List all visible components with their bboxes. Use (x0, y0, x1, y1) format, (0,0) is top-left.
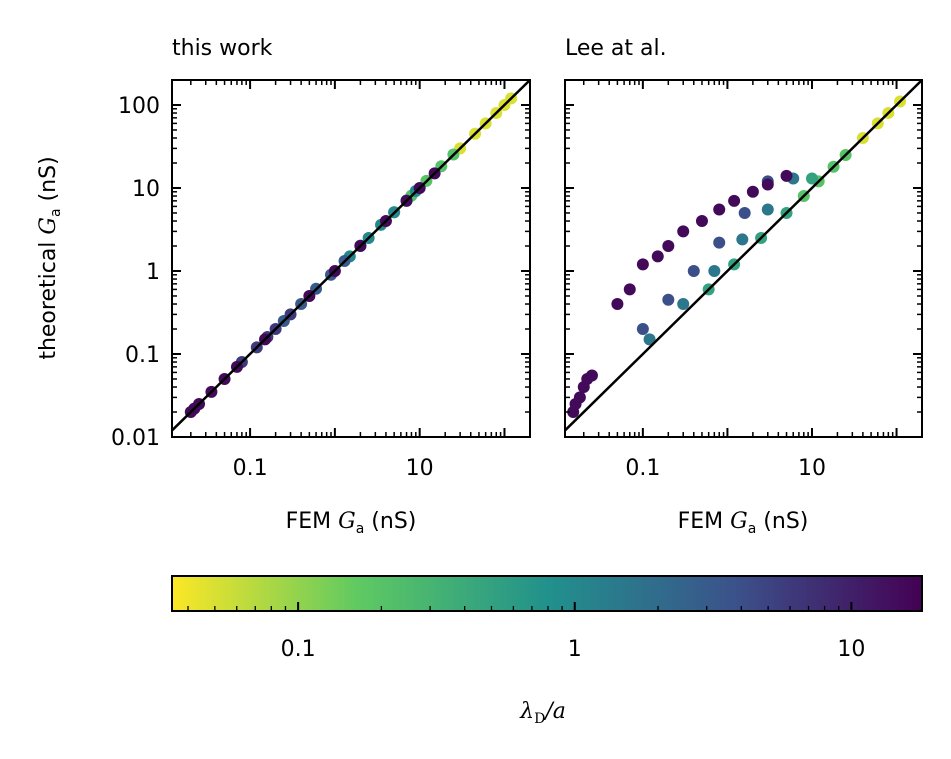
data-point (687, 264, 700, 277)
data-point (736, 233, 749, 246)
data-point (585, 369, 598, 382)
data-point (677, 225, 690, 238)
panel-lee-et-al: Lee at al. 0.1 10 FEM Ga (nS) (564, 36, 923, 537)
data-point (623, 283, 636, 296)
x-tick-label: 0.1 (233, 456, 268, 481)
ticks (565, 79, 923, 438)
reference-line (172, 80, 530, 432)
colorbar-tick-label: 10 (837, 637, 865, 662)
data-point (573, 391, 586, 404)
data-point (662, 240, 675, 253)
data-point (636, 323, 649, 336)
y-tick-label: 1 (146, 260, 160, 285)
data-point (738, 206, 751, 219)
colorbar-tick-label: 1 (568, 637, 582, 662)
data-point (611, 298, 624, 311)
data-point (677, 298, 690, 311)
colorbar-ticks: 0.1 1 10 (187, 602, 865, 662)
data-point (713, 236, 726, 249)
x-axis-label: FEM Ga (nS) (286, 509, 417, 537)
data-point (662, 293, 675, 306)
data-point (708, 264, 721, 277)
data-point (713, 203, 726, 216)
x-tick-label: 10 (798, 456, 826, 481)
data-point (805, 172, 818, 185)
colorbar-label: λD/a (519, 699, 566, 727)
data-point (761, 178, 774, 191)
colorbar-frame (171, 575, 923, 612)
axes-frame (564, 79, 923, 438)
y-tick-label: 0.01 (111, 426, 160, 451)
x-tick-label: 10 (406, 456, 434, 481)
data-point (746, 185, 759, 198)
tick-labels: 0.1 10 (625, 456, 826, 481)
x-tick-label: 0.1 (625, 456, 660, 481)
data-layer (567, 95, 907, 419)
data-point (651, 250, 664, 263)
ticks (172, 79, 531, 438)
data-point (695, 215, 708, 228)
data-point (728, 194, 741, 207)
panel-this-work: this work 0.1 10 0.01 0.1 1 10 100 FEM Ga (nS)… (36, 36, 531, 537)
data-point (643, 333, 656, 346)
y-tick-label: 100 (118, 94, 160, 119)
data-point (780, 169, 793, 182)
panel-title: this work (172, 36, 273, 61)
reference-line (565, 80, 922, 432)
axes-frame (171, 79, 531, 438)
colorbar-tick-label: 0.1 (281, 637, 316, 662)
y-tick-label: 10 (132, 177, 160, 202)
colorbar: 0.1 1 10 λD/a (171, 575, 923, 727)
data-point (636, 258, 649, 271)
x-axis-label: FEM Ga (nS) (678, 509, 809, 537)
y-tick-label: 0.1 (125, 343, 160, 368)
data-point (761, 203, 774, 216)
y-axis-label: theoretical Ga (nS) (36, 156, 64, 359)
tick-labels: 0.1 10 0.01 0.1 1 10 100 (111, 94, 434, 481)
panel-title: Lee at al. (565, 36, 667, 61)
colorbar-gradient (172, 576, 922, 611)
